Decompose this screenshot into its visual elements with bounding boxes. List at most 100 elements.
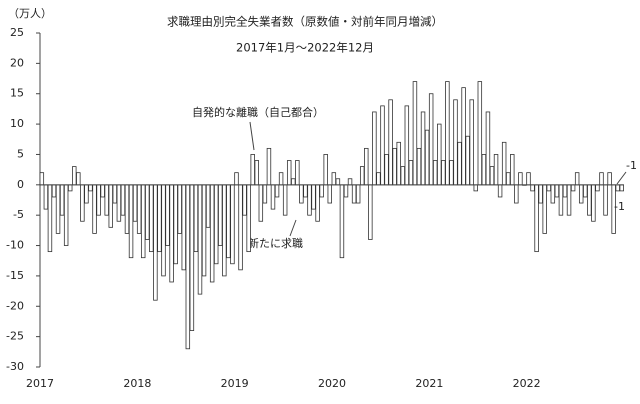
bar — [485, 111, 491, 186]
bar — [591, 184, 596, 222]
bar — [311, 184, 316, 210]
bar — [116, 184, 122, 222]
bar — [319, 184, 324, 198]
bar — [63, 184, 69, 246]
bar — [408, 160, 414, 186]
bar — [566, 184, 572, 216]
bar — [230, 184, 235, 265]
bar — [80, 184, 85, 222]
bar — [583, 184, 588, 198]
bar — [428, 93, 434, 186]
x-tick-label: 2017 — [26, 377, 54, 390]
bar — [331, 172, 337, 186]
y-tick-label: 15 — [10, 87, 24, 100]
bar — [112, 184, 118, 204]
bar — [299, 184, 304, 204]
bar — [234, 172, 239, 186]
bar — [100, 184, 105, 198]
bar — [376, 172, 381, 186]
bar — [530, 184, 535, 192]
bar — [396, 141, 401, 186]
bar — [307, 184, 312, 216]
bar — [510, 154, 515, 186]
bar — [209, 184, 215, 283]
bar — [242, 184, 247, 216]
bar — [514, 184, 519, 204]
bar — [169, 184, 174, 283]
bar — [355, 184, 361, 204]
bar — [96, 184, 101, 216]
bar — [51, 184, 57, 198]
bar — [465, 135, 470, 186]
bar — [205, 184, 211, 228]
bar — [254, 160, 259, 186]
bar — [315, 184, 320, 222]
x-tick-label: 2018 — [123, 377, 151, 390]
bar — [59, 184, 65, 216]
bar — [104, 184, 109, 216]
bar — [493, 154, 499, 186]
bar — [274, 184, 280, 198]
data-label: -1 — [626, 159, 637, 172]
bar — [161, 184, 166, 277]
bar — [619, 184, 624, 192]
bar — [477, 81, 483, 186]
bar — [437, 123, 442, 186]
bar — [518, 172, 523, 186]
bar — [603, 184, 608, 216]
data-label: -1 — [614, 200, 625, 213]
bar — [67, 184, 73, 192]
bar — [562, 184, 568, 198]
bar — [165, 184, 170, 246]
bar — [55, 184, 61, 234]
bar — [615, 184, 620, 192]
bar — [222, 184, 227, 277]
bar — [177, 184, 182, 234]
bar — [39, 172, 45, 186]
bar — [481, 154, 487, 186]
bar — [303, 184, 308, 198]
bar — [384, 154, 389, 186]
bar — [335, 178, 341, 186]
bar — [546, 184, 551, 192]
y-tick-label: 20 — [10, 56, 24, 69]
y-tick-label: 5 — [17, 147, 24, 160]
bar — [473, 184, 478, 192]
bar — [226, 184, 231, 259]
bar — [218, 184, 223, 246]
bar — [364, 147, 369, 186]
y-tick-label: -15 — [6, 269, 24, 282]
bar — [416, 147, 422, 186]
x-tick-label: 2020 — [318, 377, 346, 390]
y-tick-label: -20 — [6, 299, 24, 312]
bar — [149, 184, 154, 253]
bar — [570, 184, 576, 192]
x-tick-label: 2021 — [415, 377, 443, 390]
bar — [140, 184, 146, 259]
bar — [400, 166, 405, 186]
bar — [258, 184, 264, 222]
bar — [92, 184, 97, 234]
bar — [578, 184, 584, 204]
bar — [554, 184, 560, 198]
bar — [424, 129, 430, 186]
bar — [173, 184, 178, 265]
bar — [327, 184, 332, 204]
bar — [392, 147, 397, 186]
bar — [380, 105, 385, 186]
y-tick-label: 25 — [10, 26, 24, 39]
bar — [282, 184, 288, 216]
bar — [558, 184, 564, 216]
bar — [574, 172, 580, 186]
x-tick-label: 2019 — [221, 377, 249, 390]
bar — [295, 160, 300, 186]
bar — [291, 178, 296, 186]
bar — [404, 105, 410, 186]
bar — [286, 160, 292, 186]
bar — [445, 81, 450, 186]
bar — [157, 184, 162, 253]
bar — [238, 184, 243, 271]
bar — [449, 160, 454, 186]
bar — [420, 111, 426, 186]
bar — [343, 184, 349, 198]
